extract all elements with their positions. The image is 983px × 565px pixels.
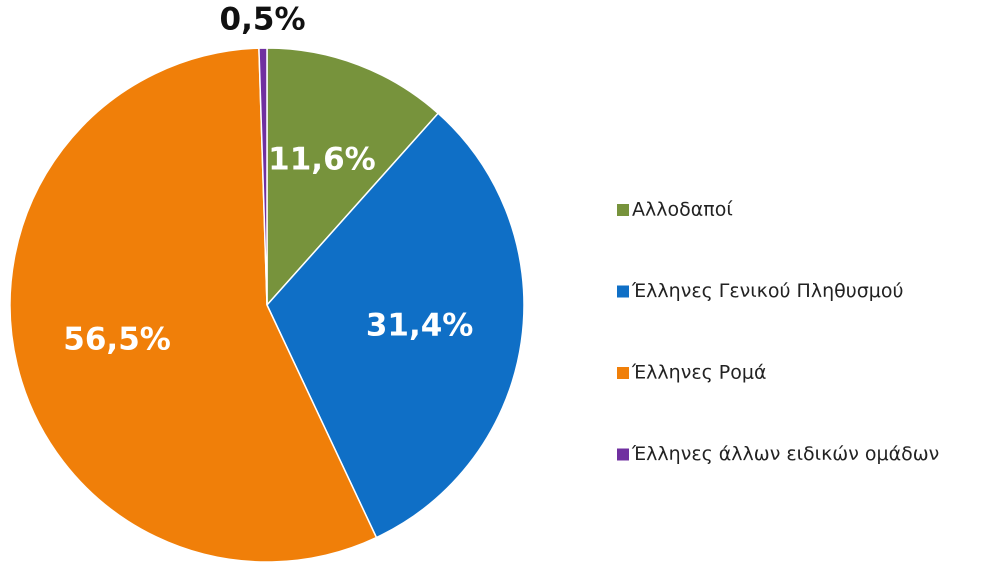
value-label: 56,5% (63, 321, 171, 357)
pie-slice (9, 47, 378, 563)
value-label: 11,6% (268, 141, 376, 177)
pie-slice (266, 112, 525, 539)
legend-swatch (617, 367, 629, 379)
pie-slice (266, 47, 440, 307)
pie-slice (258, 47, 268, 306)
legend-label: Έλληνες Γενικού Πληθυσμού (631, 280, 903, 302)
value-label: 0,5% (220, 2, 306, 38)
legend-label: Έλληνες άλλων ειδικών ομάδων (631, 443, 939, 465)
legend-swatch (617, 204, 629, 216)
value-label: 31,4% (366, 308, 474, 344)
legend-label: Αλλοδαποί (632, 199, 733, 221)
legend-swatch (617, 448, 629, 461)
legend-swatch (617, 285, 629, 298)
legend-label: Έλληνες Ρομά (631, 362, 766, 384)
